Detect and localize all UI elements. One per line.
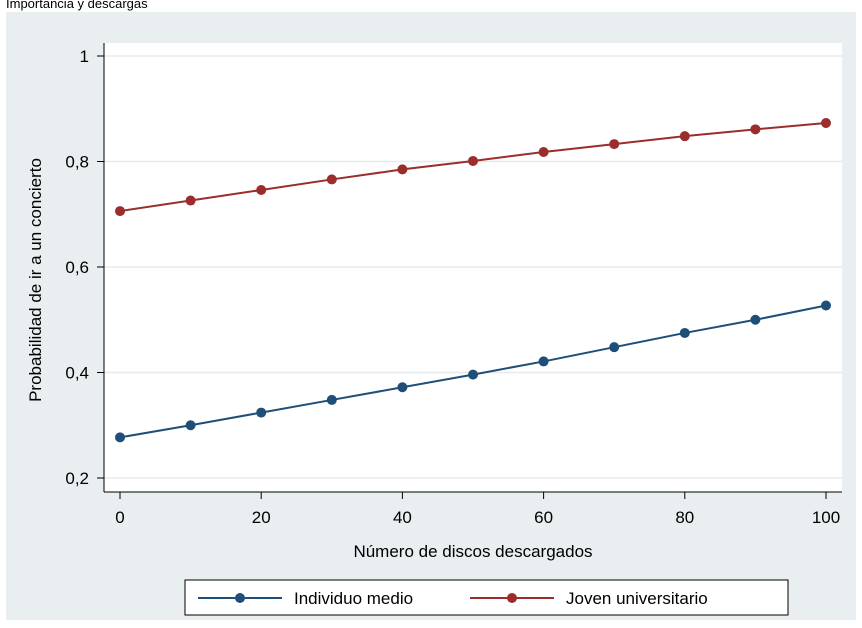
- data-point-joven-universitario: [538, 147, 549, 158]
- data-point-joven-universitario: [679, 131, 690, 142]
- data-point-individuo-medio: [115, 432, 125, 443]
- data-point-joven-universitario: [750, 124, 761, 135]
- data-point-individuo-medio: [750, 314, 761, 325]
- x-tick-label: 80: [675, 508, 694, 527]
- x-tick-label: 60: [534, 508, 553, 527]
- x-tick-label: 100: [812, 508, 840, 527]
- legend-label-joven-universitario: Joven universitario: [566, 589, 708, 608]
- data-point-individuo-medio: [256, 407, 267, 418]
- x-tick-label: 0: [115, 508, 124, 527]
- x-axis-title: Número de discos descargados: [353, 542, 592, 561]
- x-tick-label: 40: [393, 508, 412, 527]
- data-point-individuo-medio: [397, 382, 408, 393]
- y-axis-title: Probabilidad de ir a un concierto: [26, 158, 45, 402]
- x-tick-label: 20: [252, 508, 271, 527]
- legend-marker-individuo-medio: [235, 593, 245, 603]
- y-tick-label: 0,4: [65, 364, 89, 383]
- data-point-individuo-medio: [185, 420, 196, 431]
- data-point-joven-universitario: [821, 117, 831, 128]
- data-point-individuo-medio: [609, 342, 620, 353]
- legend: Individuo medio Joven universitario: [184, 579, 789, 616]
- data-point-individuo-medio: [538, 356, 549, 367]
- data-point-individuo-medio: [821, 300, 831, 311]
- series-layer: [115, 117, 831, 443]
- axes: 0,2 0,4 0,6 0,8 1 0 20 40 60 80 100: [65, 43, 842, 527]
- y-tick-label: 0,6: [65, 258, 89, 277]
- y-tick-label: 0,8: [65, 153, 89, 172]
- data-point-individuo-medio: [468, 369, 478, 380]
- top-caption: Importancia y descargas: [6, 0, 148, 11]
- grid-lines: [104, 55, 842, 479]
- data-point-joven-universitario: [185, 195, 196, 206]
- legend-label-individuo-medio: Individuo medio: [294, 589, 413, 608]
- data-point-joven-universitario: [397, 164, 408, 175]
- y-tick-label: 1: [80, 47, 89, 66]
- data-point-individuo-medio: [326, 394, 337, 405]
- data-point-individuo-medio: [679, 327, 690, 338]
- data-point-joven-universitario: [609, 139, 620, 150]
- data-point-joven-universitario: [115, 206, 125, 217]
- legend-marker-joven-universitario: [507, 593, 517, 603]
- data-point-joven-universitario: [326, 174, 337, 185]
- data-point-joven-universitario: [256, 184, 267, 195]
- y-tick-label: 0,2: [65, 469, 89, 488]
- data-point-joven-universitario: [468, 155, 478, 166]
